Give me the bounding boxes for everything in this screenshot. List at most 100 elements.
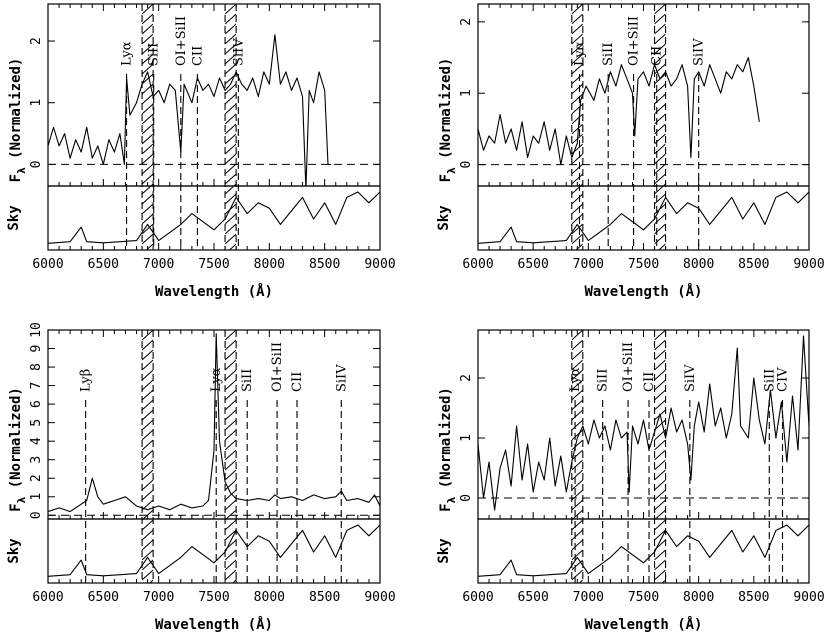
line-label: SiII xyxy=(762,369,777,392)
y-tick-label: 3 xyxy=(29,456,44,464)
line-label: Lyα xyxy=(573,41,588,66)
y-tick-label: 10 xyxy=(29,322,44,338)
line-label: SiIV xyxy=(231,38,246,66)
line-label: SiIV xyxy=(683,364,698,392)
panel-bottom-left: Lyβ Lyα SiII OI+SiII CII SiIV 6000 6500 7000 7500… xyxy=(6,322,396,633)
x-axis-label: Wavelength (Å) xyxy=(155,616,273,633)
line-label: SiIV xyxy=(692,38,707,66)
line-label: CII xyxy=(290,372,305,392)
sky-line xyxy=(48,524,380,577)
line-label: Lyα xyxy=(209,367,224,392)
line-label: SiII xyxy=(596,369,611,392)
sky-line xyxy=(478,191,809,244)
x-tick-label: 9000 xyxy=(793,257,824,272)
sky-axis-label: Sky xyxy=(436,205,452,231)
hatch-band xyxy=(225,4,237,250)
y-tick-label: 2 xyxy=(459,18,474,26)
sky-axis-label: Sky xyxy=(6,205,22,231)
x-tick-label: 8500 xyxy=(309,590,340,605)
line-label: OI+SiII xyxy=(627,16,642,66)
y-tick-label: 0 xyxy=(29,160,44,168)
panel-top-left: Lyα SiII OI+SiII CII SiIV 6000 6500 7000 7500 800… xyxy=(6,3,396,300)
x-tick-label: 8000 xyxy=(683,257,714,272)
x-tick-label: 7000 xyxy=(143,257,174,272)
y-tick-label: 7 xyxy=(29,382,44,390)
x-axis-label: Wavelength (Å) xyxy=(155,283,273,300)
hatch-band xyxy=(142,4,154,250)
sky-line xyxy=(48,191,380,244)
x-tick-label: 6000 xyxy=(462,590,493,605)
hatch-band xyxy=(571,330,583,583)
flux-panel-frame xyxy=(477,329,810,520)
hatch-band xyxy=(654,330,666,583)
line-label: CII xyxy=(190,46,205,66)
sky-panel-frame xyxy=(477,518,810,584)
x-tick-label: 7500 xyxy=(628,590,659,605)
x-tick-label: 6500 xyxy=(88,590,119,605)
x-tick-label: 8500 xyxy=(738,257,769,272)
x-tick-label: 8000 xyxy=(683,590,714,605)
line-label: OI+SiII xyxy=(174,16,189,66)
x-axis-label: Wavelength (Å) xyxy=(584,283,702,300)
flux-panel-frame xyxy=(477,3,810,187)
line-label: OI+SiII xyxy=(270,342,285,392)
hatch-band xyxy=(142,330,154,583)
x-tick-label: 8000 xyxy=(254,257,285,272)
x-tick-label: 7000 xyxy=(573,257,604,272)
x-tick-label: 6500 xyxy=(518,257,549,272)
x-tick-label: 7500 xyxy=(628,257,659,272)
y-tick-label: 2 xyxy=(29,37,44,45)
y-tick-label: 1 xyxy=(459,434,474,442)
x-tick-label: 8500 xyxy=(738,590,769,605)
y-axis-label: Fλ (Normalized) xyxy=(438,58,458,183)
spectrum-line xyxy=(48,34,332,186)
x-tick-label: 7500 xyxy=(198,257,229,272)
sky-axis-label: Sky xyxy=(6,538,22,564)
spectrum-line xyxy=(478,56,760,166)
x-tick-label: 7500 xyxy=(198,590,229,605)
hatch-band xyxy=(654,4,666,250)
x-tick-label: 9000 xyxy=(793,590,824,605)
sky-axis-label: Sky xyxy=(436,538,452,564)
x-tick-label: 6500 xyxy=(88,257,119,272)
y-tick-label: 0 xyxy=(459,494,474,502)
line-label: Lyα xyxy=(120,41,135,66)
sky-line xyxy=(478,524,809,577)
y-tick-label: 0 xyxy=(29,511,44,519)
x-tick-label: 6500 xyxy=(518,590,549,605)
y-tick-label: 9 xyxy=(29,345,44,353)
line-label: CII xyxy=(650,46,665,66)
y-tick-label: 1 xyxy=(29,493,44,501)
spectrum-line xyxy=(48,333,380,513)
line-label: SiII xyxy=(601,43,616,66)
y-tick-label: 6 xyxy=(29,400,44,408)
x-tick-label: 8500 xyxy=(309,257,340,272)
sky-panel-frame xyxy=(47,185,381,251)
line-label: SiIV xyxy=(334,364,349,392)
x-tick-label: 7000 xyxy=(573,590,604,605)
y-tick-label: 8 xyxy=(29,363,44,371)
line-label: Lyα xyxy=(568,367,583,392)
x-tick-label: 6000 xyxy=(32,590,63,605)
y-tick-label: 5 xyxy=(29,419,44,427)
y-axis-label: Fλ (Normalized) xyxy=(8,387,28,512)
x-tick-label: 9000 xyxy=(364,590,395,605)
y-tick-label: 4 xyxy=(29,437,44,445)
line-label: CII xyxy=(642,372,657,392)
panel-top-right: Lyα SiII OI+SiII CII SiIV 6000 6500 7000 7500 800… xyxy=(436,3,825,300)
sky-panel-frame xyxy=(47,518,381,584)
x-axis-label: Wavelength (Å) xyxy=(584,616,702,633)
y-tick-label: 1 xyxy=(29,99,44,107)
x-tick-label: 8000 xyxy=(254,590,285,605)
y-tick-label: 1 xyxy=(459,89,474,97)
line-label: Lyβ xyxy=(79,369,94,392)
x-tick-label: 9000 xyxy=(364,257,395,272)
sky-panel-frame xyxy=(477,185,810,251)
spectrum-line xyxy=(478,335,809,511)
line-label: SiII xyxy=(240,369,255,392)
x-tick-label: 7000 xyxy=(143,590,174,605)
y-axis-label: Fλ (Normalized) xyxy=(8,58,28,183)
line-label: CIV xyxy=(776,367,791,392)
